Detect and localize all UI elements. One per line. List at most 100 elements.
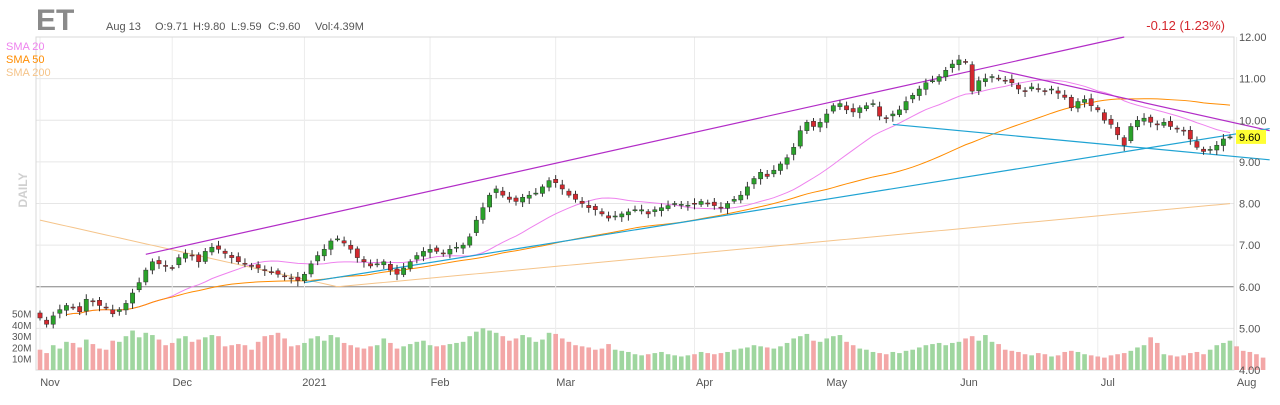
volume-bar: [1254, 354, 1259, 370]
volume-bar: [90, 344, 96, 370]
volume-bar: [936, 342, 942, 370]
candle-up: [123, 303, 129, 311]
candle-up: [725, 203, 730, 209]
candle-up: [897, 109, 902, 115]
price-tick-label: 7.00: [1239, 240, 1260, 252]
volume-bar: [540, 339, 545, 370]
candle-up: [202, 251, 208, 262]
volume-tick-label: 30M: [12, 332, 31, 343]
candle-up: [473, 219, 479, 233]
candle-up: [751, 178, 757, 185]
volume-bar: [302, 342, 307, 370]
volume-bar: [513, 338, 519, 370]
candle-down: [44, 319, 50, 325]
volume-bar: [1075, 351, 1081, 370]
volume-bar: [474, 331, 479, 370]
candle-down: [1108, 118, 1114, 125]
volume-bar: [150, 335, 155, 370]
candle-down: [1068, 97, 1074, 109]
volume-tick-label: 20M: [12, 343, 31, 354]
candle-down: [506, 196, 512, 200]
volume-bar: [1181, 355, 1187, 370]
candle-up: [665, 205, 671, 209]
candle-down: [77, 306, 83, 312]
volume-bar: [374, 345, 380, 370]
volume-bar: [950, 342, 955, 370]
volume-bar: [1108, 355, 1114, 370]
volume-bar: [348, 345, 354, 370]
candle-up: [632, 209, 638, 211]
candle-up: [57, 309, 63, 314]
volume-bar: [407, 344, 413, 370]
volume-bar: [639, 355, 644, 370]
volume-bar: [1035, 353, 1041, 370]
candle-up: [943, 70, 949, 78]
candle-up: [540, 186, 545, 194]
volume-bar: [1135, 347, 1140, 370]
volume-bar: [1247, 351, 1253, 370]
volume-bar: [183, 336, 188, 370]
x-tick-label: Feb: [431, 377, 450, 389]
candle-up: [143, 269, 149, 283]
candle-up: [949, 63, 955, 68]
volume-bar: [533, 341, 539, 370]
candle-up: [804, 122, 810, 131]
candle-up: [625, 211, 631, 216]
candle-up: [797, 130, 803, 147]
volume-bar: [718, 353, 724, 370]
x-tick-label: May: [826, 377, 847, 389]
candle-down: [579, 200, 585, 204]
volume-bar: [831, 336, 836, 370]
volume-bar: [394, 348, 400, 370]
volume-bar: [130, 330, 135, 370]
volume-bar: [236, 344, 241, 370]
volume-bar: [1141, 345, 1147, 370]
candle-down: [434, 247, 440, 252]
volume-bar: [665, 354, 671, 370]
quote-close: C:9.60: [268, 21, 300, 33]
volume-bar: [341, 342, 347, 370]
volume-bar: [883, 354, 889, 370]
candle-up: [619, 213, 625, 218]
volume-bar: [1174, 356, 1180, 370]
candle-up: [381, 261, 387, 266]
candle-down: [705, 202, 711, 205]
candle-down: [1201, 148, 1206, 152]
volume-bar: [1042, 354, 1048, 370]
volume-bar: [110, 340, 116, 370]
candle-up: [308, 263, 314, 275]
candle-down: [70, 306, 76, 309]
volume-bar: [778, 346, 783, 370]
volume-bar: [103, 349, 109, 370]
volume-bar: [857, 348, 863, 370]
candle-up: [1135, 120, 1140, 128]
candle-down: [764, 173, 770, 177]
volume-bar: [209, 335, 215, 370]
volume-bar: [870, 351, 876, 370]
volume-bar: [1088, 355, 1094, 370]
candle-up: [321, 249, 327, 257]
volume-bar: [1188, 353, 1193, 370]
volume-bar: [903, 350, 909, 370]
volume-bar: [520, 335, 525, 370]
volume-bar: [196, 339, 201, 370]
volume-bar: [361, 348, 367, 370]
candle-up: [923, 82, 929, 90]
quote-high: H:9.80: [193, 21, 225, 33]
x-tick-label: Dec: [172, 377, 192, 389]
candle-up: [930, 80, 935, 82]
volume-bar: [447, 344, 453, 370]
volume-bar: [77, 347, 82, 370]
candle-up: [890, 113, 896, 117]
quote-low: L:9.59: [231, 21, 262, 33]
volume-bar: [626, 351, 631, 370]
volume-bar: [712, 354, 717, 370]
volume-bar: [44, 353, 49, 370]
candle-down: [963, 61, 968, 63]
volume-bar: [460, 341, 466, 370]
candle-down: [222, 250, 228, 254]
candle-down: [37, 312, 43, 319]
candle-down: [288, 277, 294, 280]
candle-up: [315, 255, 321, 262]
candle-down: [1187, 129, 1193, 140]
